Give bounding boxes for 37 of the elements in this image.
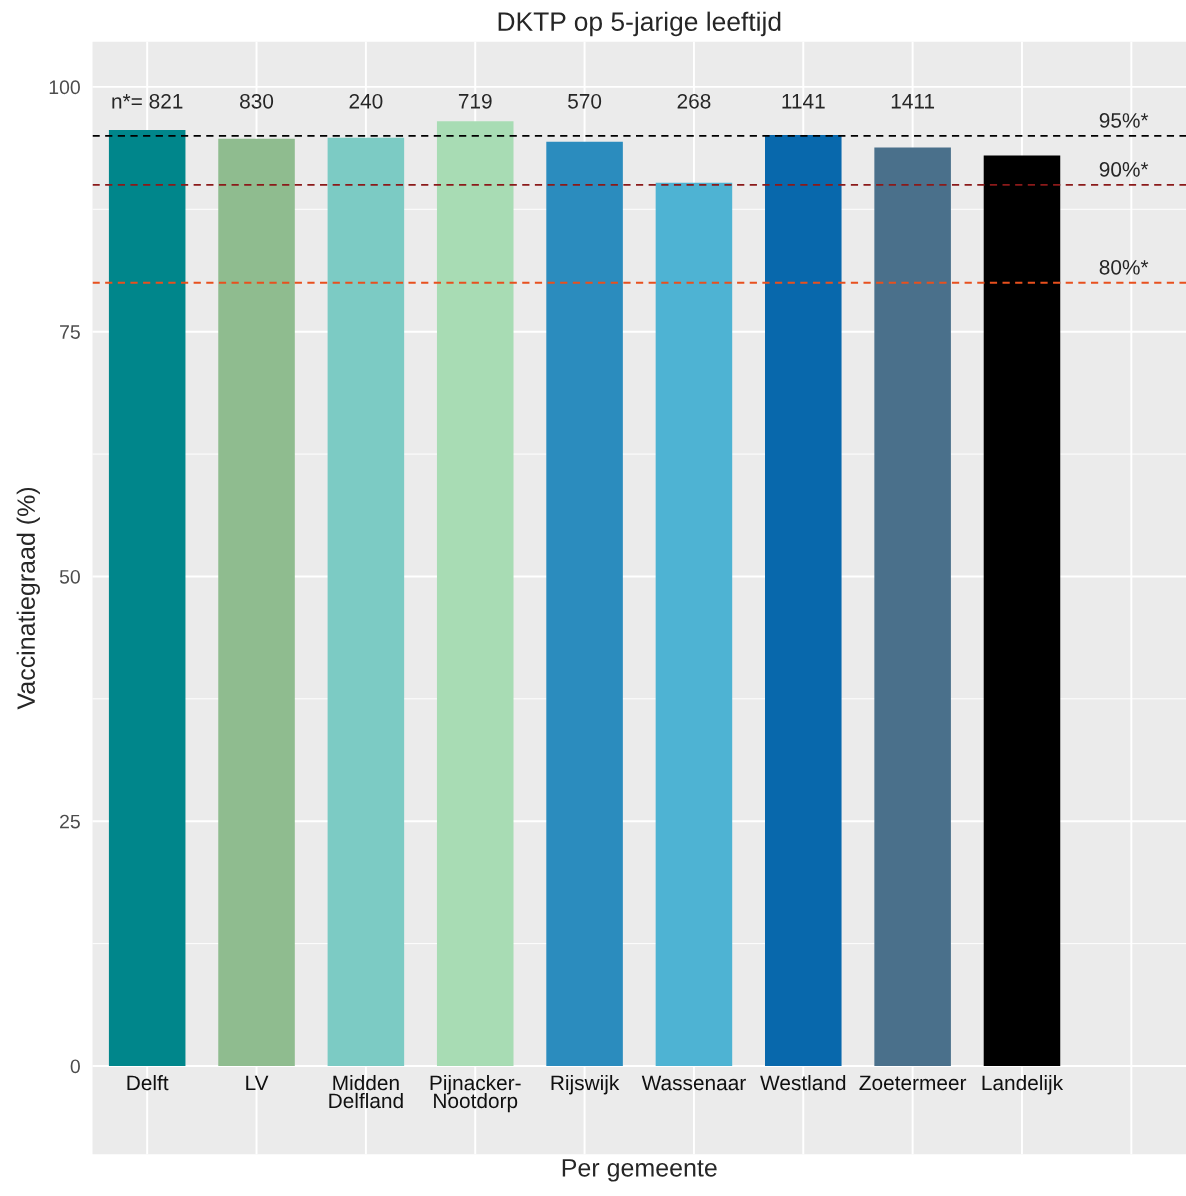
bar xyxy=(983,155,1061,1067)
x-tick-label: Landelijk xyxy=(982,1074,1064,1095)
ref-line-label: 90%* xyxy=(1099,162,1149,177)
x-axis-title: Per gemeente xyxy=(562,1159,717,1182)
bar xyxy=(218,138,295,1067)
x-tick-label: Delft xyxy=(127,1074,169,1091)
x-tick-label: LV xyxy=(246,1075,269,1091)
x-tick-label: Wassenaar xyxy=(641,1075,746,1091)
bar xyxy=(108,129,186,1067)
x-tick-label: Zoetermeer xyxy=(859,1075,967,1091)
annotation: 240 xyxy=(349,93,383,109)
annotation: 1411 xyxy=(891,94,935,109)
annotation: 830 xyxy=(240,93,274,109)
ref-line-label: 80%* xyxy=(1099,259,1149,275)
bar xyxy=(874,147,951,1067)
y-axis-title: Vaccinatiegraad (%) xyxy=(16,487,40,710)
bar xyxy=(655,182,733,1067)
x-tick-label: Midden Delfland xyxy=(329,1074,403,1109)
bar xyxy=(436,121,514,1067)
y-tick-label: 100 xyxy=(49,80,80,95)
y-tick-label: 25 xyxy=(60,814,80,829)
ref-line-label: 95%* xyxy=(1099,113,1149,128)
chart-title: DKTP op 5-jarige leeftijd xyxy=(498,11,781,37)
x-tick-label: Rijswijk xyxy=(551,1074,620,1095)
annotation: 1141 xyxy=(782,94,825,109)
x-tick-label: Pijnacker- Nootdorp xyxy=(430,1074,521,1113)
y-tick-label: 0 xyxy=(70,1059,80,1074)
y-tick-label: 75 xyxy=(60,325,80,339)
y-tick-label: 50 xyxy=(59,569,80,584)
bar xyxy=(546,141,623,1067)
bar xyxy=(765,134,842,1067)
annotation: 719 xyxy=(458,93,492,109)
bar xyxy=(327,137,405,1067)
annotation: 570 xyxy=(568,93,602,109)
annotation: 268 xyxy=(677,93,711,109)
x-tick-label: Westland xyxy=(760,1074,846,1091)
annotation: n*= 821 xyxy=(112,93,183,109)
